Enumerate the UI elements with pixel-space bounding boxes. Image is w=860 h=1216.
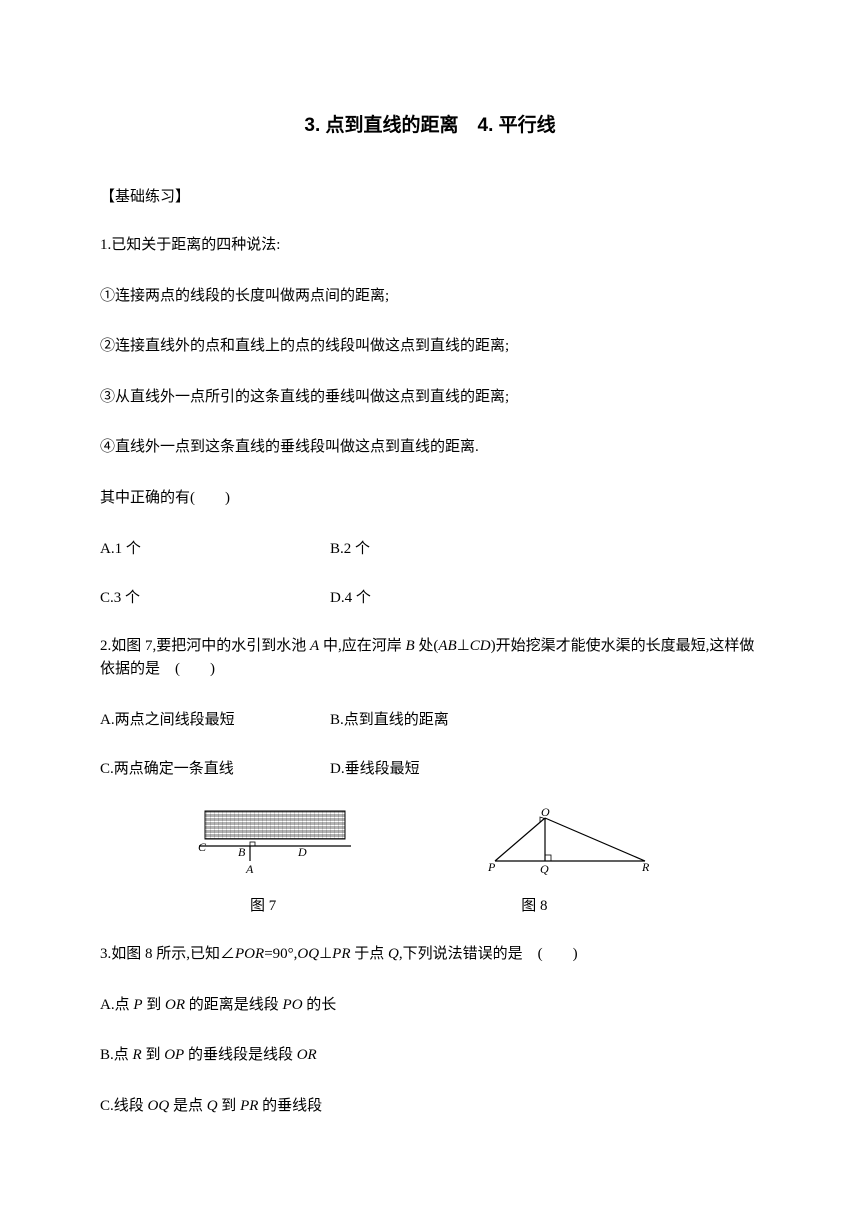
q3-b-pre: B.点 <box>100 1047 133 1063</box>
q2-options-row2: C.两点确定一条直线 D.垂线段最短 <box>100 757 760 778</box>
caption-7: 图 7 <box>250 894 276 915</box>
fig7-label-C: C <box>198 840 207 854</box>
q3-b-OP: OP <box>164 1047 184 1063</box>
q1-s1: ①连接两点的线段的长度叫做两点间的距离; <box>100 285 760 308</box>
q1-s4: ④直线外一点到这条直线的垂线段叫做这点到直线的距离. <box>100 436 760 459</box>
page-title: 3. 点到直线的距离 4. 平行线 <box>100 110 760 137</box>
q1-tail: 其中正确的有( ) <box>100 487 760 510</box>
q3-opt-b: B.点 R 到 OP 的垂线段是线段 OR <box>100 1044 760 1067</box>
q3-b-mid2: 的垂线段是线段 <box>184 1047 297 1063</box>
figure-8-svg: O P Q R <box>480 806 660 876</box>
fig7-label-D: D <box>297 845 307 859</box>
q3-c-pre: C.线段 <box>100 1098 148 1114</box>
fig8-label-R: R <box>641 860 650 874</box>
q3-a-pre: A.点 <box>100 997 133 1013</box>
q2-stem-mid2: 处( <box>415 638 439 654</box>
q2-AB: AB <box>438 638 456 654</box>
figures-row: C B D A O P Q R <box>100 806 760 876</box>
q2-opt-a: A.两点之间线段最短 <box>100 708 330 729</box>
q1-options-row1: A.1 个 B.2 个 <box>100 537 760 558</box>
figure-7-svg: C B D A <box>190 806 360 876</box>
q3-a-P: P <box>133 997 142 1013</box>
q1-stem: 1.已知关于距离的四种说法: <box>100 234 760 257</box>
q3-c-Q: Q <box>207 1098 218 1114</box>
q3-c-mid1: 是点 <box>169 1098 207 1114</box>
q3-c-OQ: OQ <box>148 1098 170 1114</box>
figure-8: O P Q R <box>480 806 660 876</box>
q3-PR: PR <box>332 946 350 962</box>
q3-POR: POR <box>235 946 264 962</box>
section-label: 【基础练习】 <box>100 185 760 206</box>
q2-A: A <box>310 638 319 654</box>
captions-row: 图 7 图 8 <box>100 886 760 915</box>
fig8-label-P: P <box>487 860 496 874</box>
q3-stem-pre: 3.如图 8 所示,已知∠ <box>100 946 235 962</box>
figure-7: C B D A <box>190 806 360 876</box>
q1-opt-b: B.2 个 <box>330 537 560 558</box>
q3-perp: ⊥ <box>319 946 332 962</box>
q2-perp: ⊥ <box>457 638 470 654</box>
q3-stem-mid1: =90°, <box>264 946 297 962</box>
q2-opt-d: D.垂线段最短 <box>330 757 560 778</box>
q3-c-PR: PR <box>240 1098 258 1114</box>
q3-Q: Q <box>388 946 399 962</box>
q3-a-mid1: 到 <box>143 997 166 1013</box>
q2-CD: CD <box>470 638 491 654</box>
q3-c-mid2: 到 <box>218 1098 241 1114</box>
q3-stem-mid2: 于点 <box>350 946 388 962</box>
q1-opt-a: A.1 个 <box>100 537 330 558</box>
q3-a-mid3: 的长 <box>303 997 337 1013</box>
q3-b-mid1: 到 <box>142 1047 165 1063</box>
q2-stem: 2.如图 7,要把河中的水引到水池 A 中,应在河岸 B 处(AB⊥CD)开始挖… <box>100 635 760 680</box>
q3-a-PO: PO <box>283 997 303 1013</box>
q2-stem-mid1: 中,应在河岸 <box>319 638 405 654</box>
q3-a-mid2: 的距离是线段 <box>185 997 283 1013</box>
fig7-label-B: B <box>238 845 246 859</box>
q2-options-row1: A.两点之间线段最短 B.点到直线的距离 <box>100 708 760 729</box>
q3-stem-mid3: ,下列说法错误的是 ( ) <box>399 946 578 962</box>
q2-opt-b: B.点到直线的距离 <box>330 708 560 729</box>
fig8-label-O: O <box>541 806 550 819</box>
q1-s3: ③从直线外一点所引的这条直线的垂线叫做这点到直线的距离; <box>100 386 760 409</box>
q3-opt-c: C.线段 OQ 是点 Q 到 PR 的垂线段 <box>100 1095 760 1118</box>
q1-options-row2: C.3 个 D.4 个 <box>100 586 760 607</box>
q3-b-OR: OR <box>297 1047 317 1063</box>
q1-s2: ②连接直线外的点和直线上的点的线段叫做这点到直线的距离; <box>100 335 760 358</box>
q1-opt-c: C.3 个 <box>100 586 330 607</box>
q2-B: B <box>405 638 414 654</box>
fig7-label-A: A <box>245 862 254 876</box>
q1-opt-d: D.4 个 <box>330 586 560 607</box>
q3-stem: 3.如图 8 所示,已知∠POR=90°,OQ⊥PR 于点 Q,下列说法错误的是… <box>100 943 760 966</box>
fig8-label-Q: Q <box>540 862 549 876</box>
caption-8: 图 8 <box>521 894 547 915</box>
q3-OQ: OQ <box>297 946 319 962</box>
q3-c-mid3: 的垂线段 <box>258 1098 322 1114</box>
q3-a-OR: OR <box>165 997 185 1013</box>
q2-stem-pre: 2.如图 7,要把河中的水引到水池 <box>100 638 310 654</box>
q3-opt-a: A.点 P 到 OR 的距离是线段 PO 的长 <box>100 994 760 1017</box>
q2-opt-c: C.两点确定一条直线 <box>100 757 330 778</box>
q3-b-R: R <box>133 1047 142 1063</box>
